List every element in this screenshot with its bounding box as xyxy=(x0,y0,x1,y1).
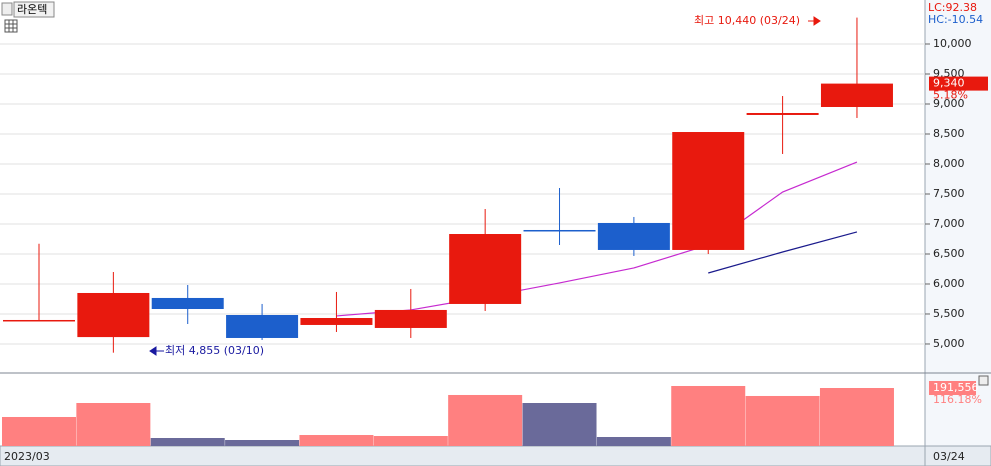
candle-body xyxy=(226,315,299,338)
last-price-box xyxy=(929,76,988,91)
lc-label: LC:92.38 xyxy=(928,1,977,14)
volume-bar xyxy=(745,395,820,446)
hc-label: HC:-10.54 xyxy=(928,13,983,26)
volume-bar xyxy=(448,394,523,446)
y-tick-label: 7,500 xyxy=(933,187,965,200)
change-label: 5.18% xyxy=(933,89,968,102)
volume-bar xyxy=(76,403,151,446)
volume-bar xyxy=(225,440,300,446)
candle-body xyxy=(523,229,596,232)
y-tick-label: 8,000 xyxy=(933,157,965,170)
y-tick-label: 5,000 xyxy=(933,337,965,350)
volume-bar xyxy=(522,403,597,446)
y-tick-label: 10,000 xyxy=(933,37,972,50)
candle-body xyxy=(374,309,447,328)
panel-button[interactable] xyxy=(978,375,989,386)
tab[interactable] xyxy=(13,1,55,18)
volume-bar xyxy=(819,388,894,446)
volume-label: 191,556 xyxy=(933,381,979,394)
menu-button[interactable] xyxy=(1,2,13,16)
candle-body xyxy=(597,222,670,250)
moving-average xyxy=(336,161,858,317)
volume-ratio-label: 116.18% xyxy=(933,393,982,406)
candle-body xyxy=(672,132,745,250)
volume-bar xyxy=(373,436,448,446)
time-axis xyxy=(0,445,991,466)
y-tick-label: 5,500 xyxy=(933,307,965,320)
volume-bar xyxy=(150,438,225,446)
candle-body xyxy=(300,318,373,325)
y-tick-label: 6,500 xyxy=(933,247,965,260)
candle-body xyxy=(449,234,522,304)
candle-body xyxy=(77,292,150,338)
candle-body xyxy=(746,112,819,115)
y-tick-label: 6,000 xyxy=(933,277,965,290)
x-start-label: 2023/03 xyxy=(4,450,50,463)
candle-body xyxy=(820,83,893,107)
high-arrow xyxy=(808,16,821,26)
volume-box xyxy=(929,381,976,396)
grid-icon[interactable] xyxy=(4,19,18,33)
volume-bar xyxy=(596,437,671,446)
volume-bar xyxy=(671,385,746,446)
last-price-label: 9,340 xyxy=(933,77,965,90)
y-tick-label: 8,500 xyxy=(933,127,965,140)
x-end-label: 03/24 xyxy=(933,450,965,463)
grid-icon-lines xyxy=(5,20,17,32)
low-annotation: 최저 4,855 (03/10) xyxy=(165,344,264,357)
volume-bar xyxy=(2,416,76,446)
y-tick-label: 7,000 xyxy=(933,217,965,230)
y-tick-label: 9,000 xyxy=(933,97,965,110)
volume-bar xyxy=(299,435,374,446)
high-annotation: 최고 10,440 (03/24) xyxy=(694,14,800,27)
moving-average xyxy=(708,231,858,274)
candle-body xyxy=(151,297,224,310)
tab-title: 라온텍 xyxy=(17,3,47,16)
axis-panel xyxy=(925,0,991,446)
candle-body xyxy=(3,319,75,322)
low-arrow xyxy=(149,346,164,356)
